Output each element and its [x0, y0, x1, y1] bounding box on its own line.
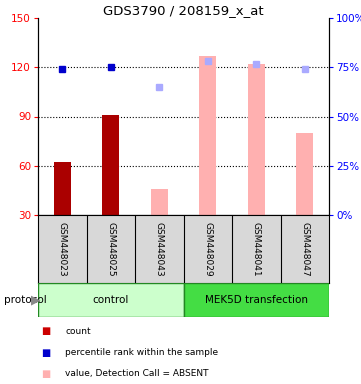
Bar [54, 162, 71, 215]
Text: protocol: protocol [4, 295, 46, 305]
Bar [183, 283, 329, 317]
Text: GSM448043: GSM448043 [155, 222, 164, 276]
Bar [199, 56, 216, 215]
Bar [102, 115, 119, 215]
Text: value, Detection Call = ABSENT: value, Detection Call = ABSENT [65, 369, 209, 378]
Text: GSM448047: GSM448047 [300, 222, 309, 276]
Text: ▶: ▶ [31, 293, 40, 306]
Bar [151, 189, 168, 215]
Text: GSM448029: GSM448029 [203, 222, 212, 276]
Text: MEK5D transfection: MEK5D transfection [205, 295, 308, 305]
Text: GSM448041: GSM448041 [252, 222, 261, 276]
Text: ■: ■ [42, 326, 51, 336]
Bar [296, 133, 313, 215]
Text: control: control [92, 295, 129, 305]
Title: GDS3790 / 208159_x_at: GDS3790 / 208159_x_at [103, 4, 264, 17]
Text: GSM448023: GSM448023 [58, 222, 67, 276]
Text: GSM448025: GSM448025 [106, 222, 115, 276]
Text: count: count [65, 327, 91, 336]
Text: ■: ■ [42, 369, 51, 379]
Text: ■: ■ [42, 348, 51, 358]
Bar [38, 283, 183, 317]
Bar [248, 64, 265, 215]
Text: percentile rank within the sample: percentile rank within the sample [65, 348, 218, 357]
